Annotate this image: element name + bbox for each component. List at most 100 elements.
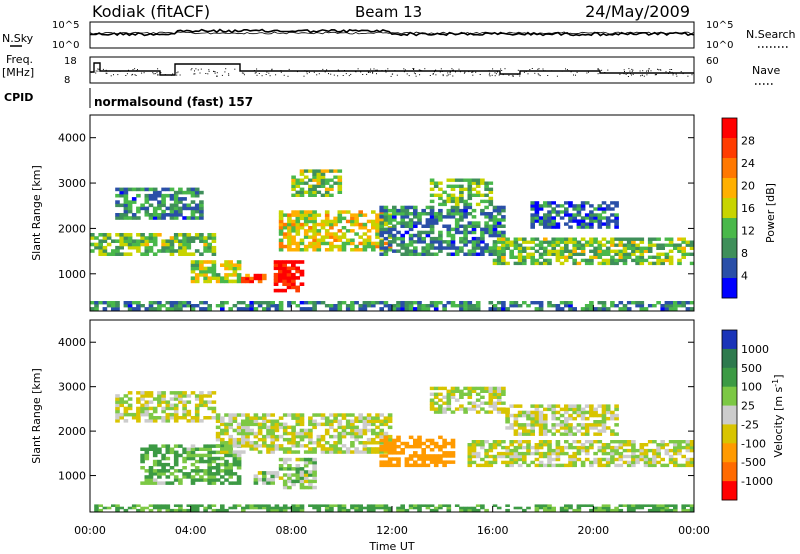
echo-cell xyxy=(111,304,116,308)
echo-cell xyxy=(291,431,296,436)
echo-cell xyxy=(140,481,145,485)
echo-cell xyxy=(299,172,305,176)
echo-cell xyxy=(404,230,410,235)
echo-cell xyxy=(262,474,267,479)
echo-cell xyxy=(635,504,640,507)
echo-cell xyxy=(626,240,632,244)
echo-cell xyxy=(371,504,376,507)
echo-cell xyxy=(643,460,649,465)
echo-cell xyxy=(484,181,489,185)
echo-cell xyxy=(597,255,603,259)
echo-cell xyxy=(584,304,590,308)
echo-cell xyxy=(454,221,460,225)
echo-cell xyxy=(224,263,229,267)
echo-cell xyxy=(194,249,200,253)
echo-cell xyxy=(278,272,283,277)
echo-cell xyxy=(584,240,590,244)
echo-cell xyxy=(358,419,363,423)
echo-cell xyxy=(543,429,548,433)
echo-cell xyxy=(324,428,330,433)
echo-cell xyxy=(433,508,439,512)
echo-cell xyxy=(576,404,582,408)
nave-point xyxy=(502,74,504,76)
nave-point xyxy=(207,73,209,75)
echo-cell xyxy=(429,441,435,446)
echo-cell xyxy=(484,508,489,512)
echo-cell xyxy=(236,456,242,461)
echo-cell xyxy=(282,482,288,487)
echo-cell xyxy=(408,205,414,210)
echo-cell xyxy=(320,450,326,454)
echo-cell xyxy=(421,454,426,458)
echo-cell xyxy=(471,451,477,456)
echo-cell xyxy=(148,391,154,395)
echo-cell xyxy=(635,448,640,453)
nave-point xyxy=(385,69,387,71)
echo-cell xyxy=(530,222,535,226)
echo-cell xyxy=(257,422,263,427)
echo-cell xyxy=(492,258,498,263)
echo-cell xyxy=(291,413,296,417)
nave-point xyxy=(543,70,545,72)
echo-cell xyxy=(551,219,556,223)
echo-cell xyxy=(501,218,506,222)
echo-cell xyxy=(350,216,355,221)
echo-cell xyxy=(480,401,485,405)
echo-cell xyxy=(656,443,661,447)
echo-cell xyxy=(115,245,120,250)
echo-cell xyxy=(517,249,523,253)
power-colorbar-label: Power [dB] xyxy=(764,183,777,243)
echo-cell xyxy=(236,481,242,485)
echo-cell xyxy=(668,307,674,311)
echo-cell xyxy=(580,426,586,430)
echo-cell xyxy=(102,506,108,510)
echo-cell xyxy=(538,506,544,510)
echo-cell xyxy=(526,246,531,250)
echo-cell xyxy=(253,301,259,305)
echo-cell xyxy=(547,225,552,229)
echo-cell xyxy=(551,304,556,308)
echo-cell xyxy=(543,201,548,205)
echo-cell xyxy=(270,481,275,485)
echo-cell xyxy=(668,508,674,512)
echo-cell xyxy=(488,448,494,453)
echo-cell xyxy=(459,224,464,228)
echo-cell xyxy=(203,469,208,473)
echo-cell xyxy=(291,187,296,191)
echo-cell xyxy=(262,434,267,439)
echo-cell xyxy=(358,213,363,217)
echo-cell xyxy=(144,453,150,458)
echo-cell xyxy=(295,464,301,468)
echo-cell xyxy=(362,244,368,249)
echo-cell xyxy=(115,213,120,217)
echo-cell xyxy=(312,476,317,480)
echo-cell xyxy=(530,301,535,305)
echo-cell xyxy=(580,243,586,247)
echo-cell xyxy=(299,248,305,252)
echo-cell xyxy=(601,222,607,226)
echo-cell xyxy=(312,219,317,224)
nave-point xyxy=(441,71,443,72)
echo-cell xyxy=(136,233,141,237)
echo-cell xyxy=(413,444,418,449)
echo-cell xyxy=(471,246,477,250)
echo-cell xyxy=(387,441,393,446)
echo-cell xyxy=(480,193,485,197)
echo-cell xyxy=(689,508,695,512)
echo-cell xyxy=(593,506,598,510)
echo-cell xyxy=(433,184,439,188)
echo-cell xyxy=(547,504,552,507)
echo-cell xyxy=(673,307,678,311)
echo-cell xyxy=(517,261,523,266)
echo-cell xyxy=(207,416,212,420)
echo-cell xyxy=(136,242,141,247)
echo-cell xyxy=(387,506,393,510)
echo-cell xyxy=(337,447,343,451)
echo-cell xyxy=(492,454,498,459)
echo-cell xyxy=(295,276,300,280)
echo-cell xyxy=(501,386,506,391)
echo-cell xyxy=(505,460,510,465)
echo-cell xyxy=(203,276,208,280)
echo-cell xyxy=(341,431,347,436)
echo-cell xyxy=(438,193,443,197)
